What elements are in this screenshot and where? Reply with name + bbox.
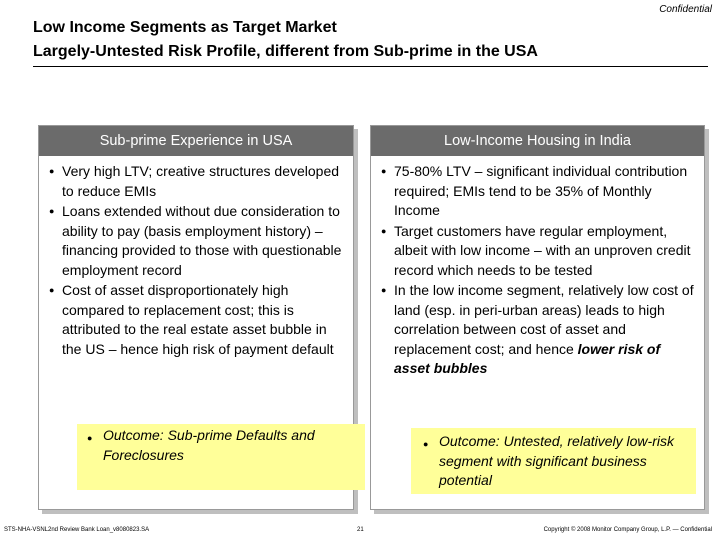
india-outcome-box: ● Outcome: Untested, relatively low-risk… — [411, 428, 696, 494]
bullet-dot-icon: ● — [423, 439, 429, 449]
india-bullet-3: In the low income segment, relatively lo… — [381, 281, 698, 379]
usa-bullet-3: Cost of asset disproportionately high co… — [49, 281, 347, 359]
page-title: Low Income Segments as Target Market Lar… — [33, 16, 538, 64]
usa-outcome-box: ● Outcome: Sub-prime Defaults and Forecl… — [77, 424, 365, 490]
usa-bullet-list: Very high LTV; creative structures devel… — [49, 162, 347, 360]
usa-subprime-panel: Sub-prime Experience in USA Very high LT… — [38, 125, 365, 510]
usa-panel-heading: Sub-prime Experience in USA — [39, 126, 353, 156]
usa-bullet-2: Loans extended without due consideration… — [49, 202, 347, 280]
title-divider — [33, 66, 708, 67]
india-panel-heading: Low-Income Housing in India — [371, 126, 704, 156]
india-bullet-3-text: In the low income segment, relatively lo… — [394, 282, 694, 357]
india-bullet-list: 75-80% LTV – significant individual cont… — [381, 162, 698, 380]
footer-page-number: 21 — [357, 527, 364, 533]
usa-outcome-text: Outcome: Sub-prime Defaults and Foreclos… — [103, 427, 315, 463]
india-housing-panel: Low-Income Housing in India 75-80% LTV –… — [370, 125, 705, 510]
footer-document-id: STS-NHA-VSNL2nd Review Bank Loan_v808082… — [4, 527, 150, 533]
india-outcome-text: Outcome: Untested, relatively low-risk s… — [439, 433, 674, 488]
bullet-dot-icon: ● — [87, 433, 93, 443]
india-bullet-3-emphasis: lower risk of asset bubbles — [394, 340, 661, 377]
usa-bullet-1: Very high LTV; creative structures devel… — [49, 162, 347, 201]
footer-copyright: Copyright © 2008 Monitor Company Group, … — [543, 527, 712, 533]
title-line-2: Largely-Untested Risk Profile, different… — [33, 43, 538, 60]
india-bullet-1: 75-80% LTV – significant individual cont… — [381, 162, 698, 221]
title-line-1: Low Income Segments as Target Market — [33, 19, 337, 36]
india-bullet-2: Target customers have regular employment… — [381, 222, 698, 281]
confidential-label: Confidential — [659, 4, 712, 15]
